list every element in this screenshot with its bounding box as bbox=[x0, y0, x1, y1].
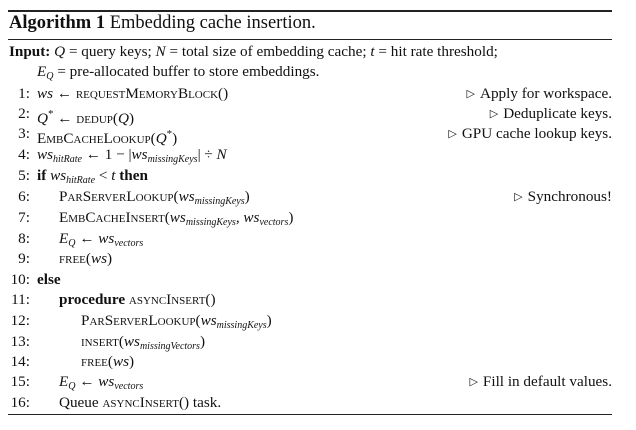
line-number: 1: bbox=[18, 85, 30, 102]
line-code: insert(wsmissingVectors) bbox=[81, 333, 206, 352]
line-comment: ▷ Fill in default values. bbox=[469, 373, 612, 390]
line-code: ParServerLookup(wsmissingKeys) bbox=[59, 188, 250, 207]
line-number: 2: bbox=[18, 105, 30, 122]
line-code: Q* ← dedup(Q) bbox=[37, 108, 135, 128]
comment-triangle-icon: ▷ bbox=[448, 128, 457, 140]
comment-triangle-icon: ▷ bbox=[514, 191, 523, 203]
line-code: else bbox=[37, 271, 61, 288]
line-comment: ▷ Synchronous! bbox=[514, 188, 612, 205]
line-comment: ▷ Deduplicate keys. bbox=[489, 105, 612, 122]
input-text-2: EQ = pre-allocated buffer to store embed… bbox=[37, 63, 320, 82]
line-number: 4: bbox=[18, 146, 30, 163]
line-number: 13: bbox=[10, 333, 30, 350]
bottom-rule bbox=[8, 414, 612, 416]
line-code: EQ ← wsvectors bbox=[59, 230, 144, 249]
algorithm-line: 16: Queue asyncInsert() task. bbox=[9, 393, 612, 413]
comment-triangle-icon: ▷ bbox=[466, 88, 475, 100]
input-text-1: Q = query keys; N = total size of embedd… bbox=[54, 43, 498, 60]
algorithm-label: Algorithm 1 bbox=[9, 13, 106, 33]
line-number: 8: bbox=[18, 230, 30, 247]
line-number: 7: bbox=[18, 209, 30, 226]
comment-triangle-icon: ▷ bbox=[469, 376, 478, 388]
line-code: EQ ← wsvectors bbox=[59, 373, 144, 392]
algorithm-line: 1: ws ← requestMemoryBlock() ▷ Apply for wo… bbox=[9, 84, 612, 104]
line-number: 6: bbox=[18, 188, 30, 205]
algorithm-line: 7: EmbCacheInsert(wsmissingKeys, wsvector… bbox=[9, 208, 612, 228]
input-line-2: EQ = pre-allocated buffer to store embed… bbox=[9, 62, 612, 82]
algorithm-line: 5: if wshitRate < t then bbox=[9, 166, 612, 186]
comment-triangle-icon: ▷ bbox=[489, 108, 499, 120]
title-rule bbox=[8, 39, 612, 40]
line-number: 12: bbox=[10, 312, 30, 329]
line-number: 14: bbox=[10, 353, 30, 370]
line-code: Queue asyncInsert() task. bbox=[59, 394, 222, 411]
algorithm-title: Algorithm 1 Embedding cache insertion. bbox=[9, 13, 316, 34]
top-rule bbox=[8, 10, 612, 12]
algorithm-line: 15: EQ ← wsvectors ▷ Fill in default values… bbox=[9, 372, 612, 392]
line-code: ws ← requestMemoryBlock() bbox=[37, 85, 229, 102]
line-code: if wshitRate < t then bbox=[37, 167, 148, 186]
algorithm-line: 3: EmbCacheLookup(Q*) ▷ GPU cache lookup ke… bbox=[9, 124, 612, 147]
line-number: 3: bbox=[18, 125, 30, 142]
line-number: 16: bbox=[10, 394, 30, 411]
line-code: free(ws) bbox=[59, 250, 113, 267]
line-code: EmbCacheInsert(wsmissingKeys, wsvectors) bbox=[59, 209, 294, 228]
line-code: free(ws) bbox=[81, 353, 135, 370]
algorithm-line: 12: ParServerLookup(wsmissingKeys) bbox=[9, 311, 612, 331]
input-label: Input: bbox=[9, 43, 51, 60]
algorithm-line: 9: free(ws) bbox=[9, 249, 612, 269]
algorithm-line: 14: free(ws) bbox=[9, 352, 612, 372]
line-code: procedure asyncInsert() bbox=[59, 291, 216, 308]
input-line-1: Input: Q = query keys; N = total size of… bbox=[9, 42, 612, 62]
algorithm-caption: Embedding cache insertion. bbox=[109, 13, 316, 33]
line-number: 9: bbox=[18, 250, 30, 267]
line-comment: ▷ GPU cache lookup keys. bbox=[448, 125, 612, 142]
line-comment: ▷ Apply for workspace. bbox=[466, 85, 612, 102]
algorithm-line: 13: insert(wsmissingVectors) bbox=[9, 332, 612, 352]
algorithm-line: 4: wshitRate ← 1 − |wsmissingKeys| ÷ N bbox=[9, 145, 612, 165]
algorithm-line: 6: ParServerLookup(wsmissingKeys) ▷ Synchro… bbox=[9, 187, 612, 207]
algorithm-line: 10: else bbox=[9, 270, 612, 290]
line-code: ParServerLookup(wsmissingKeys) bbox=[81, 312, 272, 331]
line-number: 15: bbox=[10, 373, 30, 390]
algorithm-line: 8: EQ ← wsvectors bbox=[9, 229, 612, 249]
line-number: 11: bbox=[11, 291, 30, 308]
line-number: 10: bbox=[10, 271, 30, 288]
algorithm-line: 2: Q* ← dedup(Q) ▷ Deduplicate keys. bbox=[9, 104, 612, 127]
line-code: EmbCacheLookup(Q*) bbox=[37, 128, 178, 148]
algorithm-line: 11: procedure asyncInsert() bbox=[9, 290, 612, 310]
line-code: wshitRate ← 1 − |wsmissingKeys| ÷ N bbox=[37, 146, 227, 165]
line-number: 5: bbox=[18, 167, 30, 184]
